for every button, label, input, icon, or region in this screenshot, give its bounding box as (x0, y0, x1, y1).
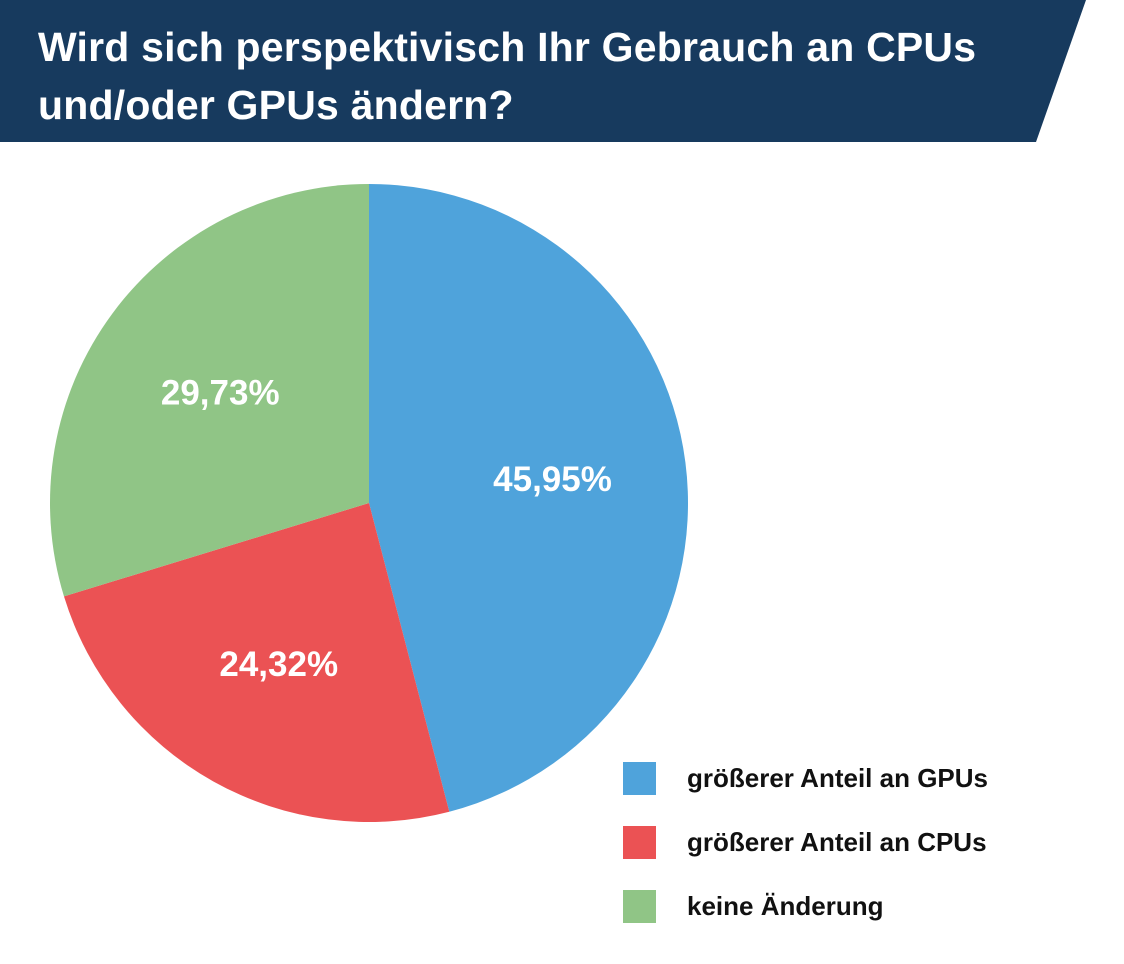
pie-slice-cpus (63, 503, 450, 822)
title-banner: Wird sich perspektivisch Ihr Gebrauch an… (0, 0, 1124, 142)
pie-label-gpus: 45,95% (493, 460, 612, 499)
pie-label-no-change: 29,73% (161, 373, 280, 412)
chart-title: Wird sich perspektivisch Ihr Gebrauch an… (38, 18, 1038, 134)
legend-label-no-change: keine Änderung (687, 891, 884, 921)
chart-title-line-1: Wird sich perspektivisch Ihr Gebrauch an… (38, 24, 977, 70)
legend-label-cpus: größerer Anteil an CPUs (687, 827, 987, 857)
pie-label-cpus: 24,32% (219, 645, 338, 684)
legend-swatch-no-change (623, 890, 656, 923)
legend-swatch-gpus (623, 762, 656, 795)
pie-slice-gpus (369, 184, 689, 812)
chart-title-line-2: und/oder GPUs ändern? (38, 82, 514, 128)
legend-swatch-cpus (623, 826, 656, 859)
pie-slice-no-change (50, 184, 370, 597)
legend-label-gpus: größerer Anteil an GPUs (687, 763, 988, 793)
title-banner-shape (0, 0, 1086, 142)
